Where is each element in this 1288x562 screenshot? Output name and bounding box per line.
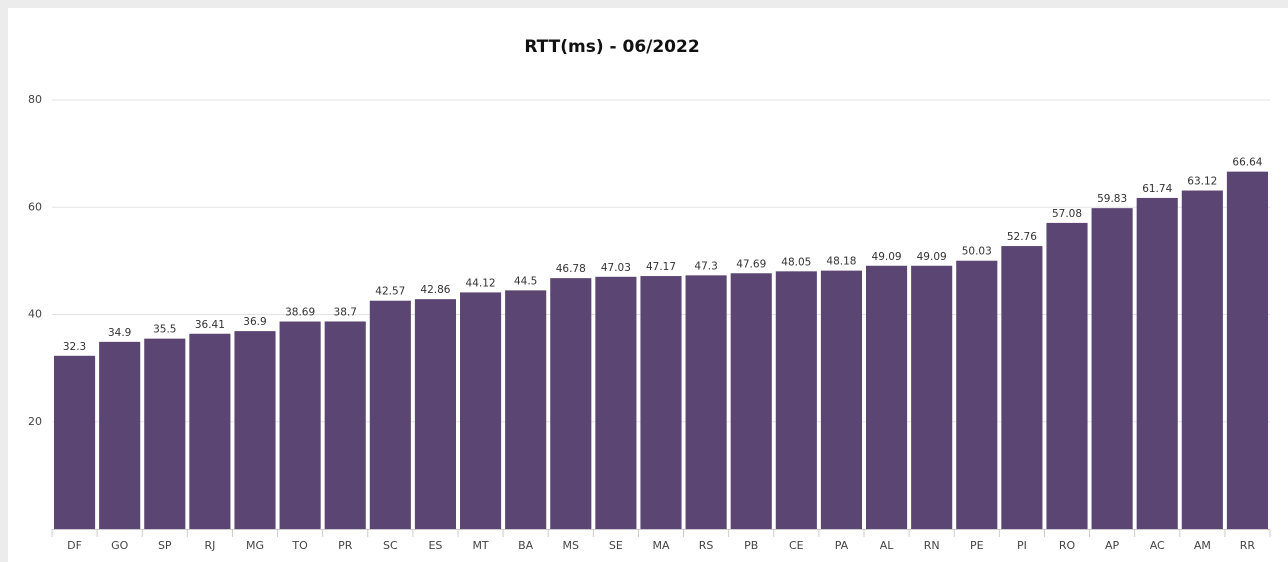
bar bbox=[730, 273, 772, 529]
x-tick-label: PR bbox=[338, 539, 353, 552]
bar bbox=[1046, 222, 1088, 529]
x-tick-label: MS bbox=[563, 539, 579, 552]
x-tick-label: BA bbox=[518, 539, 534, 552]
y-tick-label: 80 bbox=[28, 93, 42, 106]
x-tick-label: SC bbox=[383, 539, 398, 552]
x-tick-label: AC bbox=[1150, 539, 1165, 552]
x-tick-label: AM bbox=[1194, 539, 1211, 552]
bar bbox=[460, 292, 502, 529]
data-label: 57.08 bbox=[1052, 208, 1082, 220]
bar bbox=[1091, 208, 1133, 529]
data-label: 48.18 bbox=[826, 256, 856, 268]
x-tick-label: MG bbox=[246, 539, 264, 552]
bar bbox=[234, 331, 276, 529]
y-tick-label: 20 bbox=[28, 415, 42, 428]
x-tick-label: GO bbox=[111, 539, 129, 552]
bar bbox=[595, 276, 637, 529]
x-tick-label: SE bbox=[609, 539, 623, 552]
data-label: 36.9 bbox=[243, 316, 266, 328]
bar bbox=[324, 321, 366, 529]
bar bbox=[505, 290, 547, 529]
data-label: 47.69 bbox=[736, 258, 766, 270]
x-tick-label: RO bbox=[1059, 539, 1076, 552]
data-label: 59.83 bbox=[1097, 193, 1127, 205]
x-tick-label: PA bbox=[835, 539, 849, 552]
bar bbox=[1001, 246, 1043, 529]
bar bbox=[775, 271, 817, 529]
x-tick-label: PE bbox=[970, 539, 984, 552]
x-tick-label: AL bbox=[880, 539, 895, 552]
data-label: 38.69 bbox=[285, 307, 315, 319]
data-label: 36.41 bbox=[195, 319, 225, 331]
y-tick-label: 60 bbox=[28, 200, 42, 213]
data-label: 42.86 bbox=[420, 284, 450, 296]
bar bbox=[369, 300, 411, 529]
x-tick-label: CE bbox=[789, 539, 804, 552]
x-tick-label: MT bbox=[472, 539, 488, 552]
data-label: 47.17 bbox=[646, 261, 676, 273]
data-label: 48.05 bbox=[781, 256, 811, 268]
x-tick-label: MA bbox=[652, 539, 669, 552]
bar bbox=[189, 333, 231, 529]
bar bbox=[54, 355, 96, 529]
chart-title: RTT(ms) - 06/2022 bbox=[524, 37, 699, 57]
data-label: 47.03 bbox=[601, 262, 631, 274]
data-label: 34.9 bbox=[108, 327, 131, 339]
bar bbox=[1226, 171, 1268, 529]
x-tick-label: RS bbox=[699, 539, 714, 552]
y-tick-label: 40 bbox=[28, 308, 42, 321]
bar bbox=[911, 265, 953, 529]
bar bbox=[414, 299, 456, 529]
bar bbox=[956, 260, 998, 529]
data-label: 47.3 bbox=[694, 260, 717, 272]
data-label: 42.57 bbox=[375, 286, 405, 298]
bar bbox=[279, 321, 321, 529]
data-label: 38.7 bbox=[334, 306, 357, 318]
x-tick-label: AP bbox=[1105, 539, 1120, 552]
x-tick-label: PI bbox=[1017, 539, 1027, 552]
bar bbox=[685, 275, 727, 529]
data-label: 35.5 bbox=[153, 324, 176, 336]
data-label: 61.74 bbox=[1142, 183, 1172, 195]
x-tick-label: RR bbox=[1240, 539, 1256, 552]
data-label: 44.12 bbox=[466, 277, 496, 289]
data-label: 52.76 bbox=[1007, 231, 1037, 243]
x-tick-label: DF bbox=[67, 539, 82, 552]
data-label: 32.3 bbox=[63, 341, 86, 353]
bar bbox=[550, 278, 592, 529]
data-label: 44.5 bbox=[514, 275, 537, 287]
bar bbox=[99, 341, 141, 529]
data-label: 49.09 bbox=[917, 251, 947, 263]
x-tick-label: RJ bbox=[204, 539, 215, 552]
bar bbox=[820, 270, 862, 529]
data-label: 49.09 bbox=[872, 251, 902, 263]
bar bbox=[1136, 197, 1178, 529]
data-label: 63.12 bbox=[1187, 176, 1217, 188]
data-label: 46.78 bbox=[556, 263, 586, 275]
x-tick-label: TO bbox=[291, 539, 308, 552]
bar bbox=[1181, 190, 1223, 530]
bar bbox=[144, 338, 186, 529]
x-tick-label: RN bbox=[924, 539, 940, 552]
bar bbox=[866, 265, 908, 529]
x-tick-label: SP bbox=[158, 539, 172, 552]
x-tick-label: ES bbox=[428, 539, 442, 552]
data-label: 66.64 bbox=[1232, 157, 1262, 169]
data-label: 50.03 bbox=[962, 246, 992, 258]
bar bbox=[640, 276, 682, 529]
x-tick-label: PB bbox=[744, 539, 758, 552]
